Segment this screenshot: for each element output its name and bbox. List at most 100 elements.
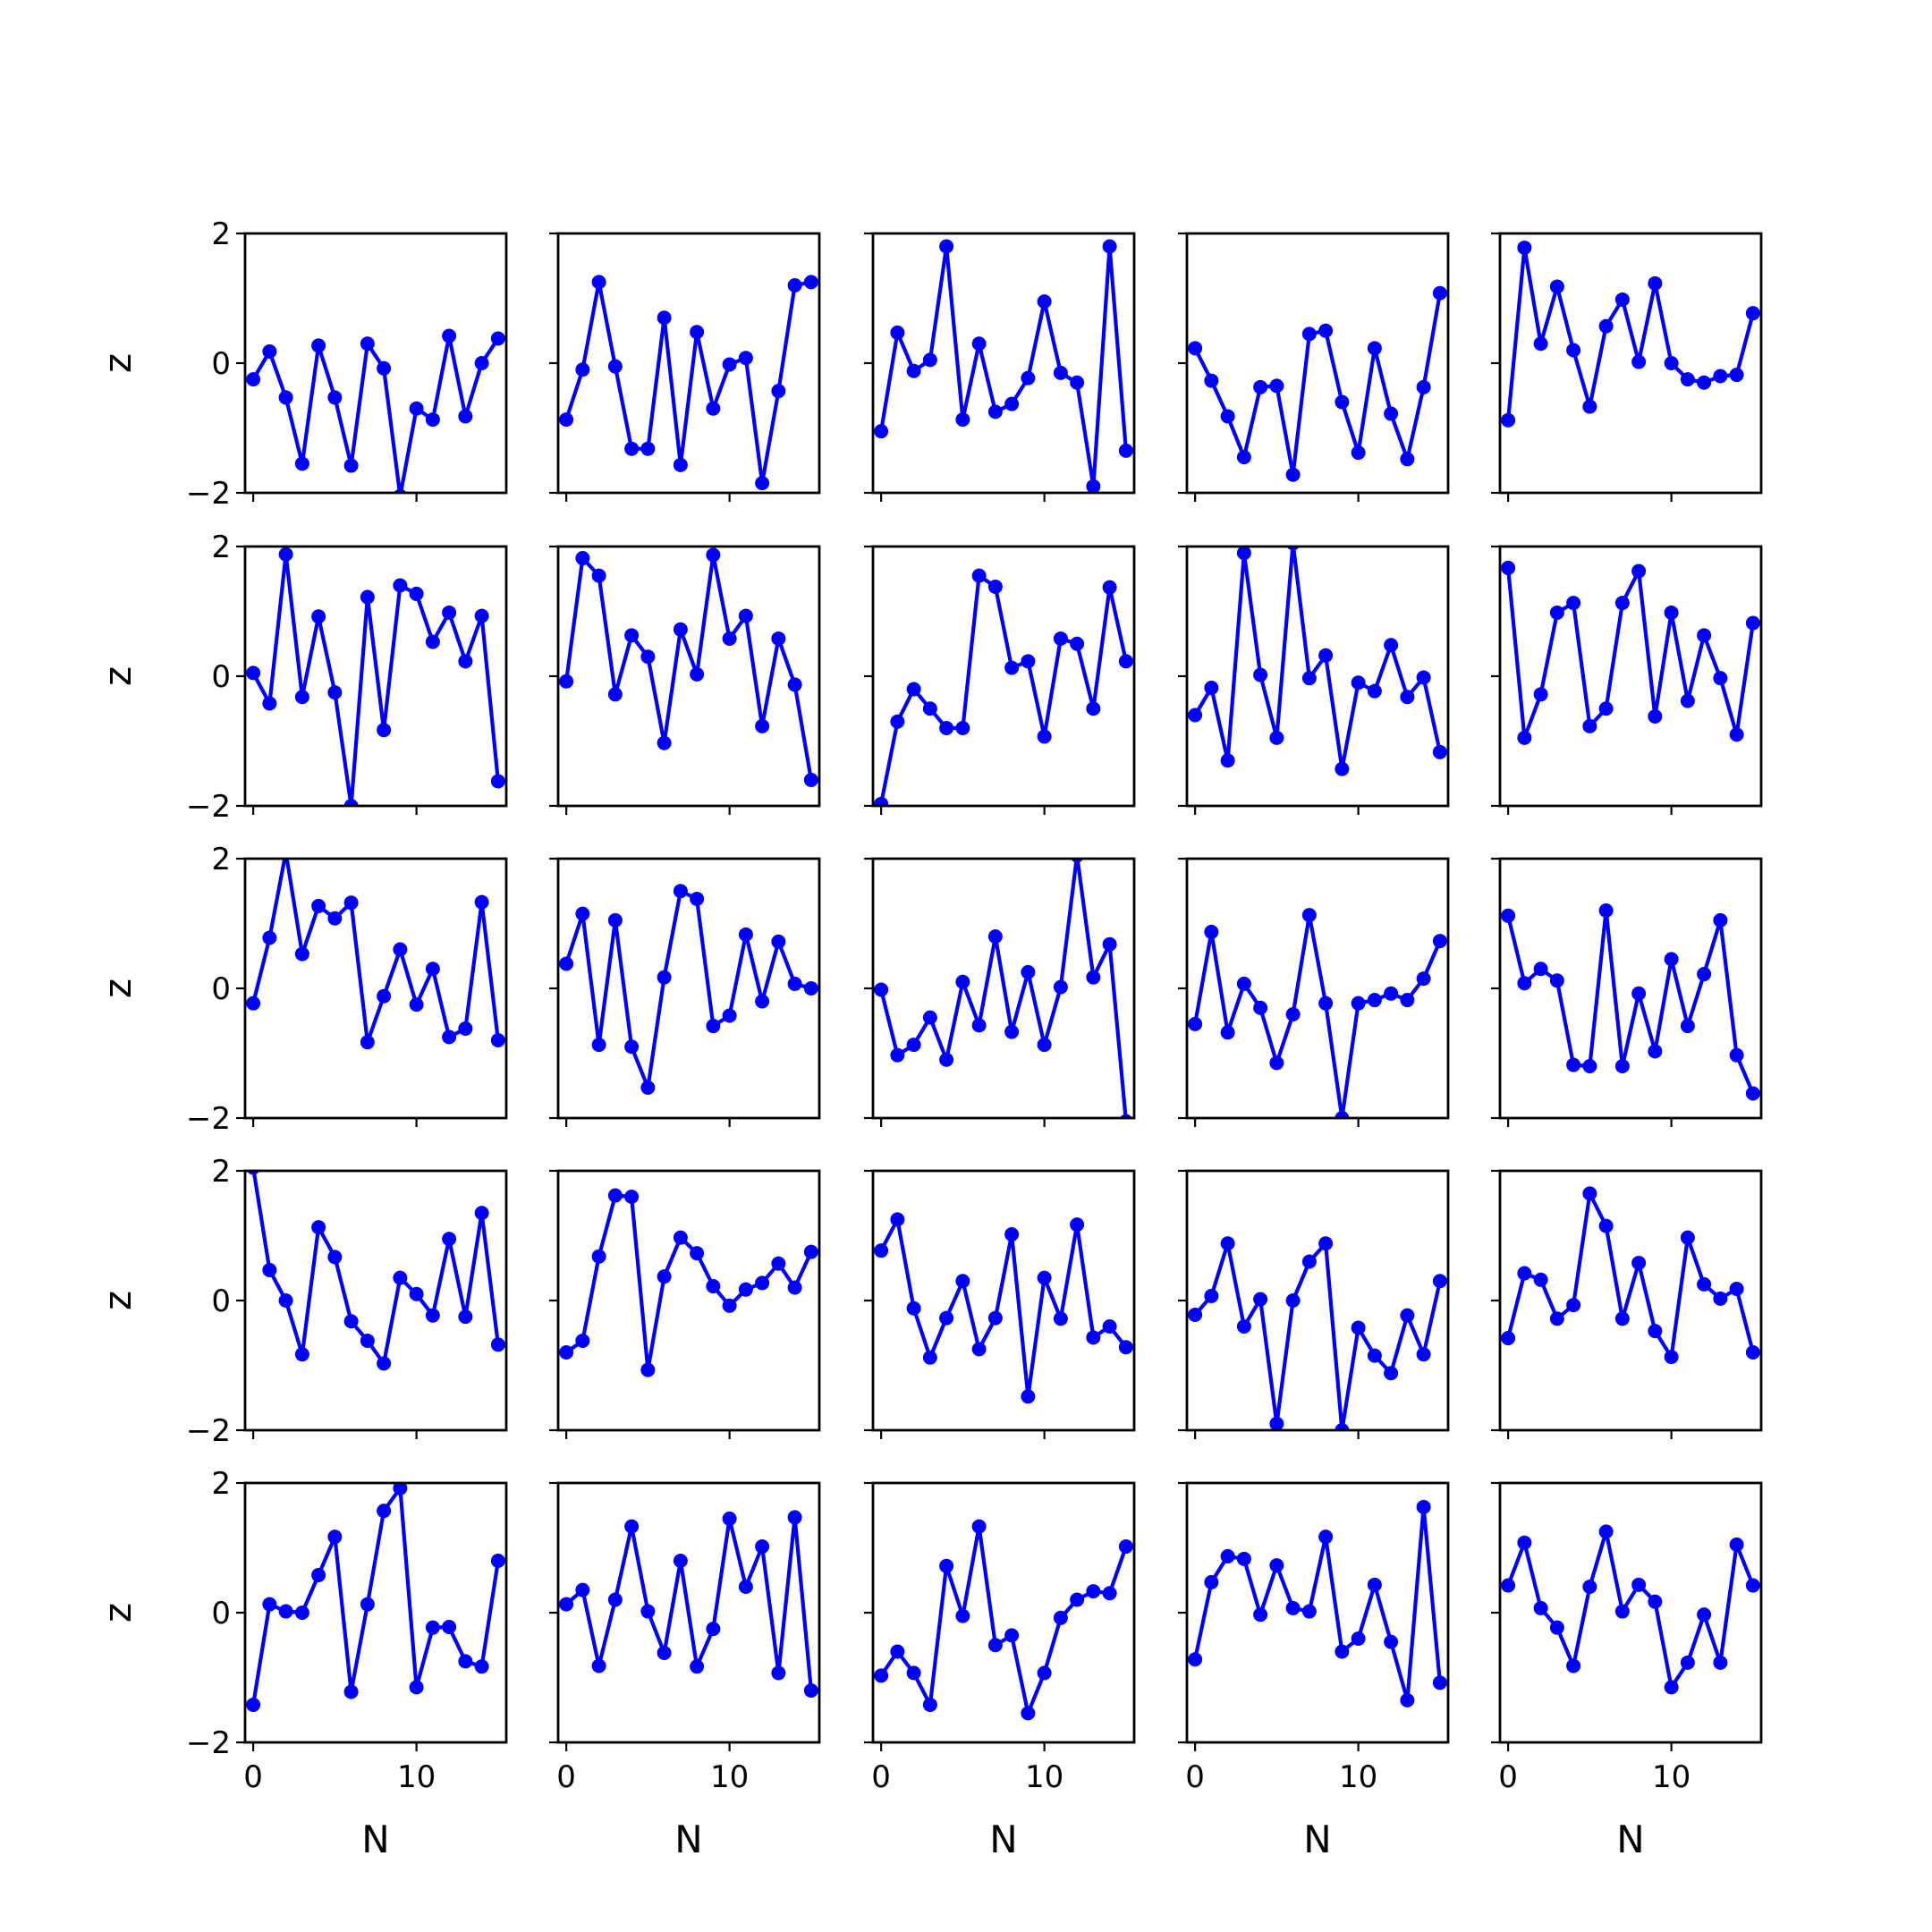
series-group (1501, 560, 1760, 745)
data-point (409, 1286, 424, 1301)
data-point (1269, 730, 1284, 745)
series-line (1193, 912, 1442, 1118)
data-point (971, 568, 987, 583)
data-point (1102, 239, 1117, 254)
series-group (559, 1188, 818, 1377)
series-group (559, 884, 818, 1095)
data-point (360, 1597, 375, 1612)
series-group (246, 1483, 505, 1712)
data-point (490, 774, 505, 789)
data-point (1517, 976, 1532, 991)
data-point (955, 412, 970, 428)
data-point (738, 927, 753, 942)
x-tick-label: 10 (1025, 1759, 1063, 1795)
subplot-r1-c1: 2 0 −2 z (96, 216, 508, 512)
data-point (1680, 1019, 1695, 1034)
data-point (890, 1644, 905, 1659)
data-point (1070, 1592, 1085, 1607)
data-point (1037, 729, 1052, 744)
data-point (1598, 318, 1614, 334)
data-point (1285, 467, 1301, 482)
data-point (755, 718, 770, 733)
data-point (393, 942, 408, 957)
data-point (1501, 560, 1516, 575)
data-point (1549, 973, 1564, 988)
data-point (1269, 1416, 1284, 1430)
data-point (922, 1010, 937, 1025)
data-point (1285, 1293, 1301, 1308)
data-point (1188, 341, 1203, 356)
data-point (1335, 394, 1350, 410)
series-line (564, 1193, 813, 1372)
data-point (1713, 1655, 1728, 1670)
y-tick-label: −2 (186, 1101, 231, 1137)
data-point (906, 1301, 921, 1316)
data-point (1745, 306, 1760, 321)
data-point (1021, 370, 1036, 386)
data-point (490, 1337, 505, 1352)
series-line (1193, 1241, 1442, 1430)
data-point (755, 1539, 770, 1555)
data-point (890, 714, 905, 729)
data-point (922, 701, 937, 716)
y-axis-label: z (96, 1291, 140, 1310)
data-point (1533, 687, 1548, 702)
data-point (1236, 1319, 1251, 1334)
data-point (458, 654, 473, 669)
subplot-r3-c2 (549, 857, 821, 1127)
data-point (1188, 708, 1203, 723)
data-point (393, 578, 408, 593)
y-tick-label: 2 (211, 842, 231, 877)
series-line (251, 859, 500, 1045)
data-point (575, 551, 590, 566)
data-point (409, 1680, 424, 1695)
data-point (1549, 279, 1564, 294)
data-point (1335, 761, 1350, 776)
data-point (278, 1293, 293, 1308)
y-tick-label: 0 (211, 1284, 231, 1319)
data-point (657, 310, 672, 326)
data-point (1533, 1600, 1548, 1615)
data-point (1416, 1499, 1431, 1514)
data-point (1102, 936, 1117, 952)
data-point (1021, 1706, 1036, 1721)
data-point (377, 988, 392, 1004)
data-point (1236, 976, 1251, 991)
data-point (939, 1052, 954, 1067)
data-point (1517, 730, 1532, 745)
data-point (1301, 908, 1317, 923)
data-point (971, 336, 987, 352)
series-line (251, 1171, 500, 1366)
series-line (251, 1486, 500, 1706)
data-point (673, 622, 688, 637)
y-tick-label: 2 (211, 1466, 231, 1502)
data-point (490, 331, 505, 346)
data-point (1351, 1631, 1366, 1646)
axes-frame (1185, 857, 1450, 1120)
data-point (640, 649, 656, 665)
data-point (722, 631, 737, 646)
data-point (1729, 1281, 1744, 1296)
series-group (1501, 1186, 1760, 1365)
data-point (1664, 356, 1679, 370)
data-point (1614, 1311, 1630, 1326)
data-point (1236, 547, 1251, 561)
subplot-r1-c4 (1178, 232, 1450, 502)
y-tick-label: 2 (211, 1154, 231, 1190)
axes-frame (556, 857, 821, 1120)
data-point (327, 390, 343, 405)
series-line (879, 573, 1128, 805)
data-point (722, 1298, 737, 1313)
data-point (1188, 1307, 1203, 1322)
data-point (890, 325, 905, 340)
data-point (1416, 1347, 1431, 1362)
data-point (955, 974, 970, 989)
data-point (803, 1683, 818, 1698)
data-point (1188, 1652, 1203, 1667)
data-point (425, 634, 440, 649)
data-point (559, 674, 574, 689)
y-tick-label: 0 (211, 346, 231, 382)
data-point (1318, 1530, 1334, 1545)
data-point (640, 1080, 656, 1095)
data-point (987, 1310, 1003, 1326)
